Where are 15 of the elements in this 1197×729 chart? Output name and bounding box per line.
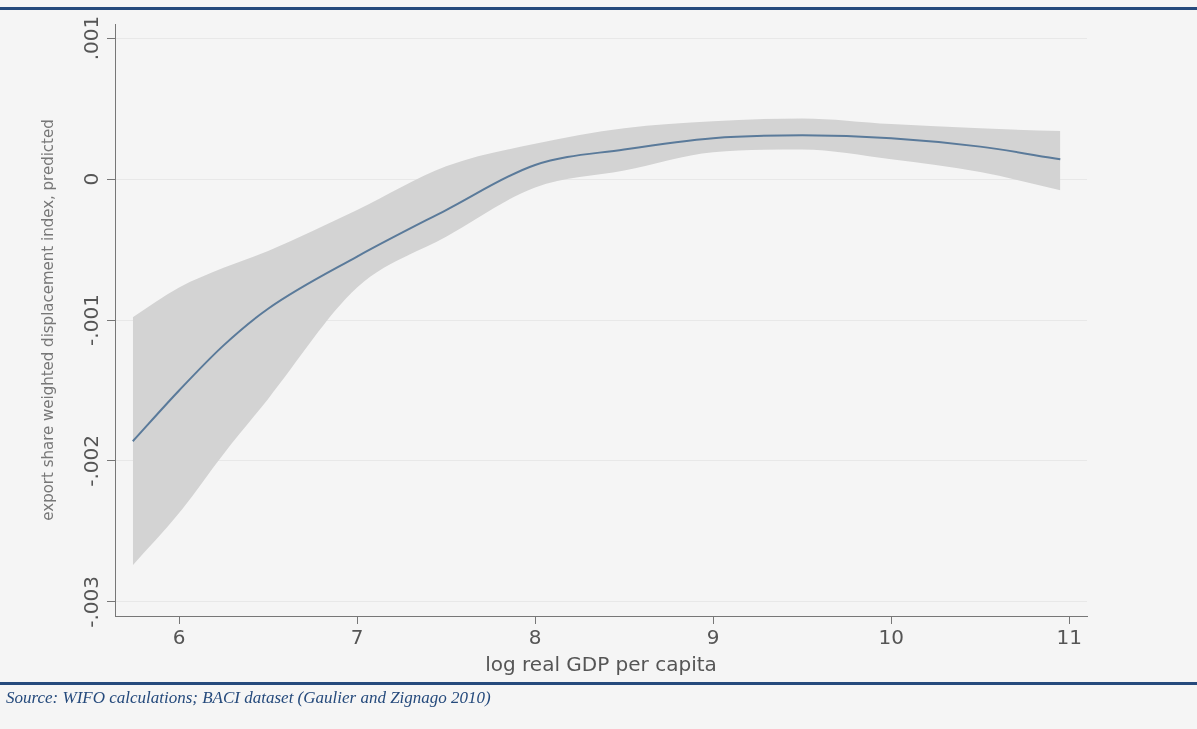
- line-series: [131, 134, 1062, 443]
- x-tick-label: 8: [528, 625, 542, 650]
- y-axis-title: export share weighted displacement index, predicted: [38, 119, 57, 521]
- x-tick-label: 10: [878, 625, 904, 650]
- x-tick-label: 6: [172, 625, 186, 650]
- y-tick-label: -.003: [79, 576, 104, 628]
- y-tick-label: -.001: [79, 294, 104, 346]
- y-tick-label: 0: [79, 172, 104, 186]
- x-tick-label: 9: [706, 625, 720, 650]
- y-tick-label: .001: [79, 15, 104, 61]
- x-tick-label: 11: [1056, 625, 1082, 650]
- x-axis-title: log real GDP per capita: [485, 652, 717, 677]
- x-tick-label: 7: [350, 625, 364, 650]
- source-note: Source: WIFO calculations; BACI dataset (Gaulier and Zignago 2010): [6, 688, 491, 708]
- y-tick-label: -.002: [79, 435, 104, 487]
